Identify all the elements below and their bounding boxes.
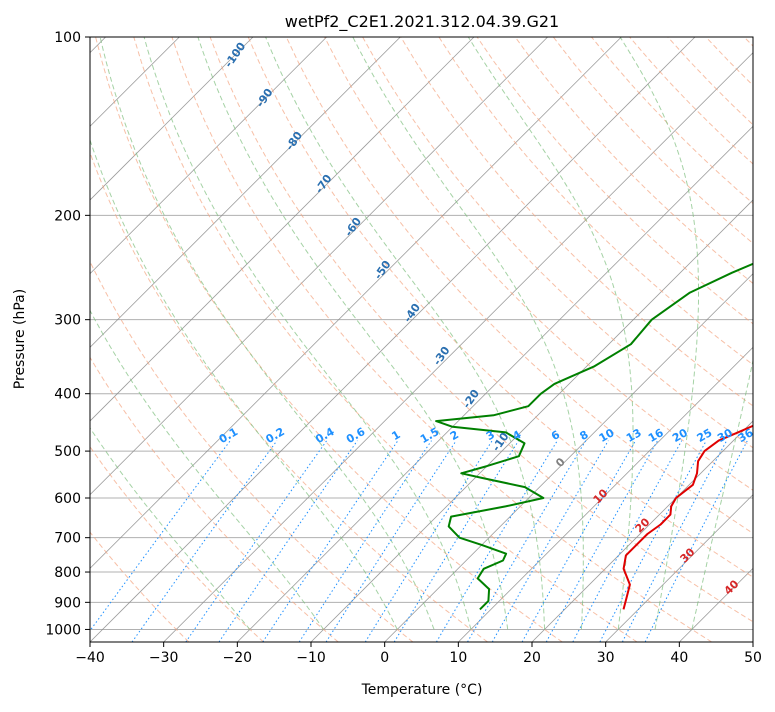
mixing-ratio-label: 1.5	[418, 425, 441, 446]
x-axis-label: Temperature (°C)	[361, 682, 483, 698]
isotherm-line	[0, 37, 548, 642]
mixing-ratio-line	[600, 441, 706, 642]
mixing-ratio-label: 16	[646, 426, 666, 445]
dry-adiabat-line	[58, 37, 488, 642]
dry-adiabat-label: -70	[313, 172, 335, 196]
isotherm-line	[16, 37, 621, 642]
isotherm-line	[0, 37, 474, 642]
isotherm-line	[311, 37, 775, 642]
y-axis-tick-label: 300	[54, 313, 81, 329]
moist-adiabat-line	[266, 37, 545, 629]
mixing-ratio-label: 2	[448, 428, 461, 443]
moist-adiabat-label: 40	[722, 577, 742, 597]
dry-adiabat-line	[0, 37, 338, 642]
mixing-ratio-label: 25	[695, 426, 715, 445]
mixing-ratio-line	[522, 441, 636, 642]
moist-adiabat-line	[620, 37, 698, 629]
mixing-ratio-line	[82, 441, 231, 642]
dry-adiabat-line	[706, 37, 775, 642]
moist-adiabat-line	[100, 37, 434, 629]
mixing-ratio-label: 10	[597, 426, 617, 445]
x-axis-tick-label: −30	[149, 650, 179, 666]
chart-title: wetPf2_C2E1.2021.312.04.39.G21	[285, 12, 559, 32]
mixing-ratio-line	[132, 441, 277, 642]
dry-adiabat-line	[553, 37, 775, 642]
moist-adiabat-label: 0	[553, 455, 568, 470]
dry-adiabat-label: -80	[283, 129, 305, 153]
isotherm-line	[753, 37, 775, 642]
moist-adiabat-line	[0, 37, 250, 629]
moist-adiabat-line	[468, 37, 633, 629]
x-axis-tick-label: 20	[523, 650, 541, 666]
isotherm-line	[532, 37, 775, 642]
moist-adiabat-line	[198, 37, 508, 629]
y-axis-tick-label: 500	[54, 444, 81, 460]
y-axis-tick-label: 800	[54, 565, 81, 581]
y-axis-tick-label: 600	[54, 491, 81, 507]
mixing-ratio-line	[622, 441, 726, 642]
dry-adiabat-line	[0, 37, 263, 642]
isotherm-line	[90, 37, 695, 642]
y-axis-label: Pressure (hPa)	[12, 289, 28, 389]
x-axis-tick-label: −20	[223, 650, 253, 666]
mixing-ratio-line	[492, 441, 608, 642]
isotherm-line	[164, 37, 769, 642]
dry-adiabat-line	[744, 37, 775, 642]
x-axis-tick-label: 10	[449, 650, 467, 666]
x-axis-tick-label: 40	[670, 650, 688, 666]
mixing-ratio-line	[394, 441, 519, 642]
dry-adiabat-line	[0, 37, 189, 642]
mixing-ratio-label: 0.4	[313, 425, 337, 446]
dry-adiabat-line	[515, 37, 775, 642]
moist-adiabat-label: 10	[591, 486, 611, 506]
x-axis-tick-label: 0	[380, 650, 389, 666]
y-axis-tick-label: 900	[54, 595, 81, 611]
mixing-ratio-label: 8	[577, 428, 590, 443]
y-axis-tick-label: 700	[54, 531, 81, 547]
dry-adiabat-label: -60	[342, 215, 364, 239]
dry-adiabat-label: -30	[431, 344, 453, 368]
y-axis-tick-label: 400	[54, 387, 81, 403]
mixing-ratio-label: 13	[624, 426, 644, 445]
isotherm-line	[237, 37, 775, 642]
dry-adiabat-line	[134, 37, 637, 642]
moist-adiabat-line	[144, 37, 471, 629]
moist-adiabat-label: 30	[678, 545, 698, 565]
isotherm-line	[0, 37, 253, 642]
x-axis-tick-label: 30	[597, 650, 615, 666]
dry-adiabat-label: -50	[372, 258, 394, 282]
mixing-ratio-label: 0.1	[217, 425, 240, 446]
dry-adiabat-label: -40	[401, 301, 423, 325]
mixing-ratio-label: 0.6	[344, 425, 368, 446]
mixing-ratio-label: 20	[670, 426, 690, 445]
dry-adiabat-label: -100	[222, 40, 249, 70]
mixing-ratio-label: 1	[390, 428, 403, 443]
isotherm-line	[458, 37, 775, 642]
plot-frame	[90, 37, 753, 642]
x-axis-tick-label: −10	[296, 650, 326, 666]
isotherm-line	[0, 37, 327, 642]
mixing-ratio-line	[263, 441, 398, 642]
mixing-ratio-label: 6	[549, 428, 562, 443]
y-axis-tick-label: 1000	[45, 622, 81, 638]
dry-adiabat-line	[363, 37, 775, 642]
isotherm-line	[0, 37, 400, 642]
x-axis-tick-label: −40	[75, 650, 105, 666]
isotherm-line	[385, 37, 775, 642]
x-axis-tick-label: 50	[744, 650, 762, 666]
y-axis-tick-label: 200	[54, 208, 81, 224]
dry-adiabat-label: -20	[460, 387, 482, 411]
dry-adiabat-line	[19, 37, 413, 642]
mixing-ratio-line	[186, 441, 327, 642]
y-axis-tick-label: 100	[54, 30, 81, 46]
dry-adiabat-line	[439, 37, 775, 642]
moist-adiabat-line	[692, 37, 775, 629]
